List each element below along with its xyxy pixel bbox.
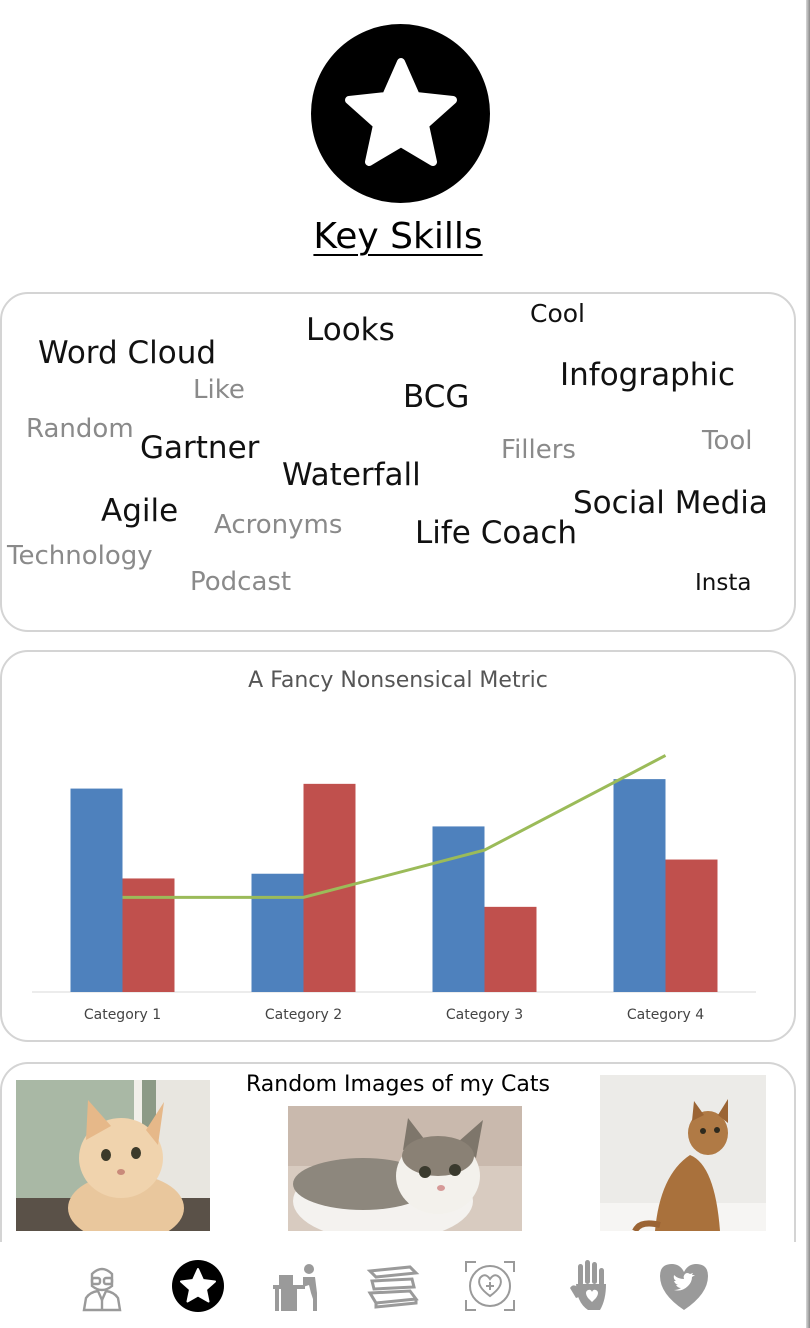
bar-series1-4	[613, 779, 666, 992]
nav-item-work[interactable]	[266, 1256, 326, 1316]
cloud-word: Random	[26, 414, 134, 444]
chart-title: A Fancy Nonsensical Metric	[248, 668, 548, 693]
cloud-word: Cool	[530, 299, 585, 328]
bar-series2-4	[665, 859, 718, 992]
nav-item-volunteer[interactable]	[560, 1256, 620, 1316]
bar-series1-3	[432, 826, 485, 992]
star-badge-icon	[311, 24, 490, 203]
doctor-avatar-icon	[82, 1267, 122, 1312]
bar-series2-1	[122, 878, 175, 992]
nav-item-profile[interactable]	[72, 1256, 132, 1316]
nav-item-passion[interactable]	[460, 1256, 520, 1316]
cloud-word: Waterfall	[282, 457, 421, 493]
cloud-word: Like	[193, 375, 245, 405]
bottom-nav	[0, 1242, 806, 1328]
cloud-word: Agile	[101, 493, 179, 529]
x-tick-label: Category 4	[627, 1007, 704, 1023]
x-tick-label: Category 1	[84, 1007, 161, 1023]
stacked-books-icon	[366, 1265, 420, 1309]
cloud-word: Podcast	[190, 567, 292, 597]
cloud-word: Life Coach	[415, 515, 578, 551]
heart-target-icon	[465, 1261, 515, 1311]
cloud-word: BCG	[403, 379, 470, 415]
cat-photo-1	[16, 1080, 210, 1231]
cloud-word: Technology	[7, 541, 153, 571]
page-title: Key Skills	[313, 216, 483, 257]
cloud-word: Tool	[702, 426, 753, 456]
x-tick-label: Category 3	[446, 1007, 523, 1023]
nav-item-education[interactable]	[362, 1256, 422, 1316]
cloud-word: Social Media	[573, 485, 768, 521]
bar-series1-1	[70, 788, 123, 992]
cloud-word: Gartner	[140, 430, 260, 466]
star-icon	[172, 1260, 224, 1312]
bar-series2-2	[303, 783, 356, 992]
cloud-word: Looks	[306, 312, 395, 348]
cloud-word: Infographic	[560, 357, 736, 393]
cloud-word: Insta	[695, 570, 752, 596]
bar-chart: Category 1 Category 2 Category 3 Category 4	[32, 754, 756, 1023]
x-tick-label: Category 2	[265, 1007, 342, 1023]
cloud-word: Word Cloud	[38, 335, 217, 371]
twitter-heart-icon	[660, 1264, 708, 1310]
cloud-word: Fillers	[501, 435, 576, 465]
cats-title: Random Images of my Cats	[245, 1072, 550, 1097]
line-series	[122, 754, 667, 899]
window-edge	[806, 0, 810, 1328]
bar-series2-3	[484, 906, 537, 992]
raised-hand-icon	[570, 1260, 606, 1310]
word-cloud-card	[0, 292, 796, 632]
nav-item-skills[interactable]	[168, 1256, 228, 1316]
person-at-desk-icon	[273, 1264, 317, 1311]
nav-item-social[interactable]	[654, 1256, 714, 1316]
bar-series1-2	[251, 873, 304, 992]
cat-photo-2	[288, 1106, 522, 1231]
cat-photo-3	[600, 1075, 766, 1231]
cloud-word: Acronyms	[214, 510, 343, 540]
